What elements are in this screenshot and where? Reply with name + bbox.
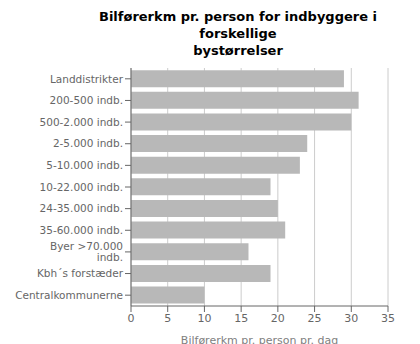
html-text:Bilførerkm pr. person for indb: Bilførerkm pr. person for indbyggere i f… bbox=[99, 9, 377, 41]
html-text:bystørrelser: bystørrelser bbox=[193, 43, 283, 58]
svg-text:10: 10 bbox=[197, 312, 211, 325]
svg-text:5-10.000 indb.: 5-10.000 indb. bbox=[46, 159, 123, 171]
svg-text:30: 30 bbox=[344, 312, 358, 325]
svg-text:25: 25 bbox=[308, 312, 322, 325]
svg-text:24-35.000 indb.: 24-35.000 indb. bbox=[40, 202, 123, 214]
svg-text:Centralkommunerne: Centralkommunerne bbox=[15, 289, 123, 301]
svg-text:0: 0 bbox=[128, 312, 135, 325]
svg-text:5: 5 bbox=[164, 312, 171, 325]
svg-text:35: 35 bbox=[381, 312, 395, 325]
svg-text:10-22.000 indb.: 10-22.000 indb. bbox=[40, 181, 123, 193]
svg-text:2-5.000 indb.: 2-5.000 indb. bbox=[53, 137, 123, 149]
svg-text:15: 15 bbox=[234, 312, 248, 325]
svg-text:Bilførerkm pr. person pr. dag: Bilførerkm pr. person pr. dag bbox=[181, 334, 338, 344]
svg-text:20: 20 bbox=[271, 312, 285, 325]
svg-text:200-500 indb.: 200-500 indb. bbox=[50, 94, 123, 106]
svg-text:500-2.000 indb.: 500-2.000 indb. bbox=[40, 116, 123, 128]
svg-text:Landdistrikter: Landdistrikter bbox=[50, 73, 124, 85]
svg-text:Kbh´s forstæder: Kbh´s forstæder bbox=[37, 267, 124, 279]
svg-text:Byer >70.000indb.: Byer >70.000indb. bbox=[50, 240, 123, 263]
svg-text:35-60.000 indb.: 35-60.000 indb. bbox=[40, 224, 123, 236]
